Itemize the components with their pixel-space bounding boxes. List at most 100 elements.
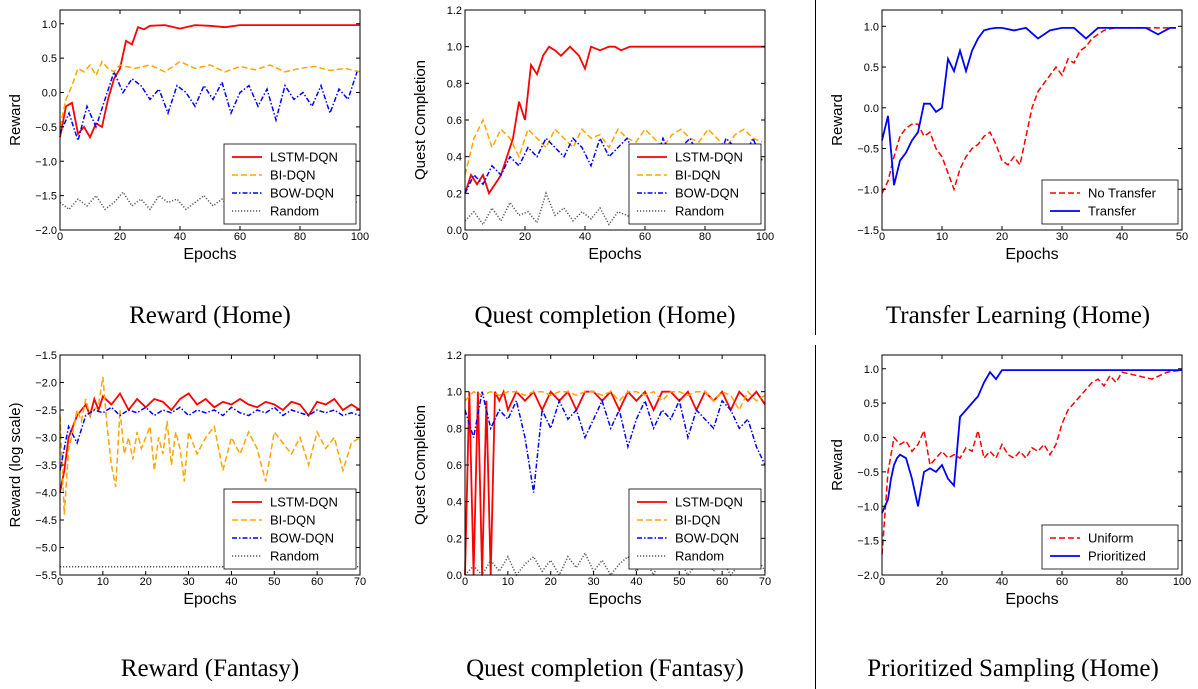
y-tick-label: −4.5: [35, 515, 57, 527]
legend-entry: LSTM-DQN: [675, 495, 743, 510]
x-tick-label: 0: [879, 231, 885, 243]
x-tick-label: 20: [996, 231, 1008, 243]
y-tick-label: 0.4: [447, 497, 462, 509]
x-tick-label: 20: [114, 231, 126, 243]
legend: LSTM-DQN BI-DQN BOW-DQN Random: [223, 143, 357, 225]
plot-frame: [881, 9, 1183, 231]
y-tick-label: −5.0: [35, 543, 57, 555]
x-tick-label: 80: [294, 231, 306, 243]
panel-transfer-home: 0 10 20 30 40 50 −1.5 −1.0 −0.5 0.0 0.5 1.0 Epochs Re…: [822, 0, 1198, 263]
y-tick-label: 1.0: [864, 21, 879, 33]
x-axis-label: Epochs: [1005, 246, 1058, 263]
legend: No Transfer Transfer: [1041, 179, 1179, 225]
x-tick-label: 50: [268, 576, 280, 588]
legend-box: [1041, 179, 1179, 225]
x-tick-label: 70: [759, 576, 771, 588]
x-tick-label: 10: [97, 576, 109, 588]
y-tick-label: −1.0: [857, 501, 879, 513]
legend-entry: Random: [270, 549, 319, 564]
legend-entry: BOW-DQN: [270, 531, 334, 546]
x-tick-label: 50: [673, 576, 685, 588]
x-tick-label: 10: [936, 231, 948, 243]
x-tick-label: 30: [182, 576, 194, 588]
legend-entry: BOW-DQN: [675, 186, 739, 201]
caption-reward-fantasy: Reward (Fantasy): [120, 655, 300, 682]
legend-entry: No Transfer: [1088, 186, 1157, 201]
series-group: [59, 24, 361, 211]
y-tick-label: −1.5: [857, 536, 879, 548]
series-line-0: [59, 24, 360, 140]
series-line-1: [881, 26, 1176, 186]
y-tick-label: 1.2: [447, 5, 462, 17]
legend-entry: Random: [675, 204, 724, 219]
legend-entry: BI-DQN: [675, 513, 721, 528]
series-line-1: [464, 118, 763, 176]
chart-svg: 0 10 20 30 40 50 60 70 −5.5 −5.0 −4.5 −4.0 −3.5 −3.0 −…: [7, 350, 366, 608]
y-axis-label: Reward: [829, 94, 846, 146]
x-tick-label: 40: [630, 576, 642, 588]
legend: Uniform Prioritized: [1041, 524, 1179, 570]
series-line-1: [464, 390, 766, 412]
caption-quest-home: Quest completion (Home): [474, 302, 736, 329]
series-line-0: [881, 369, 1183, 555]
series-line-1: [881, 369, 1182, 514]
series-line-3: [59, 190, 358, 211]
x-tick-label: 40: [174, 231, 186, 243]
series-line-2: [59, 406, 361, 471]
x-tick-label: 60: [234, 231, 246, 243]
panel-prioritized-home: 0 20 40 60 80 100 −2.0 −1.5 −1.0 −0.5 0.0 0.5 1.0 Epo…: [822, 345, 1198, 608]
y-tick-label: −1.0: [35, 156, 57, 168]
y-tick-label: 0.5: [864, 398, 879, 410]
caption-transfer-home: Transfer Learning (Home): [885, 302, 1151, 329]
x-tick-label: 0: [879, 576, 885, 588]
y-axis-label: Reward (log scale): [7, 402, 24, 527]
plot-frame: [59, 9, 361, 231]
x-tick-label: 40: [579, 231, 591, 243]
legend-entry: LSTM-DQN: [675, 150, 743, 165]
series-line-0: [881, 27, 1176, 194]
x-tick-label: 0: [462, 576, 468, 588]
y-tick-label: −3.5: [35, 460, 57, 472]
x-tick-label: 20: [545, 576, 557, 588]
y-tick-label: −1.0: [857, 184, 879, 196]
x-tick-label: 40: [225, 576, 237, 588]
y-tick-label: −1.5: [35, 191, 57, 203]
y-tick-label: −4.0: [35, 488, 57, 500]
x-tick-label: 20: [519, 231, 531, 243]
y-tick-label: 1.0: [447, 42, 462, 54]
caption-reward-home: Reward (Home): [129, 302, 291, 329]
legend: LSTM-DQN BI-DQN BOW-DQN Random: [628, 488, 762, 570]
x-axis-label: Epochs: [183, 591, 236, 608]
y-tick-label: 0.0: [864, 103, 879, 115]
y-tick-label: 0.2: [447, 188, 462, 200]
y-tick-label: 0.6: [447, 115, 462, 127]
series-line-1: [59, 376, 361, 515]
y-tick-label: −3.0: [35, 433, 57, 445]
x-tick-label: 60: [311, 576, 323, 588]
x-tick-label: 50: [1176, 231, 1188, 243]
chart-svg: 0 20 40 60 80 100 0.0 0.2 0.4 0.6 0.8 1.0 1.2 Epochs Q…: [412, 5, 774, 263]
y-tick-label: 0.0: [447, 570, 462, 582]
x-tick-label: 40: [1116, 231, 1128, 243]
y-tick-label: −1.5: [857, 225, 879, 237]
x-axis-label: Epochs: [588, 591, 641, 608]
legend-entry: LSTM-DQN: [270, 495, 338, 510]
y-tick-label: 0.0: [864, 433, 879, 445]
panel-reward-fantasy: 0 10 20 30 40 50 60 70 −5.5 −5.0 −4.5 −4.0 −3.5 −3.0 −…: [0, 345, 380, 608]
x-tick-label: 20: [140, 576, 152, 588]
series-group: [881, 369, 1183, 555]
y-tick-label: 0.2: [447, 533, 462, 545]
y-tick-label: −0.5: [857, 144, 879, 156]
legend-box: [1041, 524, 1179, 570]
x-tick-label: 100: [351, 231, 369, 243]
y-tick-label: 1.2: [447, 350, 462, 362]
y-axis-label: Reward: [829, 439, 846, 491]
x-axis-label: Epochs: [1005, 591, 1058, 608]
chart-svg: 0 10 20 30 40 50 −1.5 −1.0 −0.5 0.0 0.5 1.0 Epochs Re…: [829, 9, 1188, 263]
legend-entry: LSTM-DQN: [270, 150, 338, 165]
legend-entry: BOW-DQN: [675, 531, 739, 546]
legend-entry: BOW-DQN: [270, 186, 334, 201]
x-tick-label: 60: [639, 231, 651, 243]
legend-entry: BI-DQN: [270, 168, 316, 183]
x-tick-label: 70: [354, 576, 366, 588]
